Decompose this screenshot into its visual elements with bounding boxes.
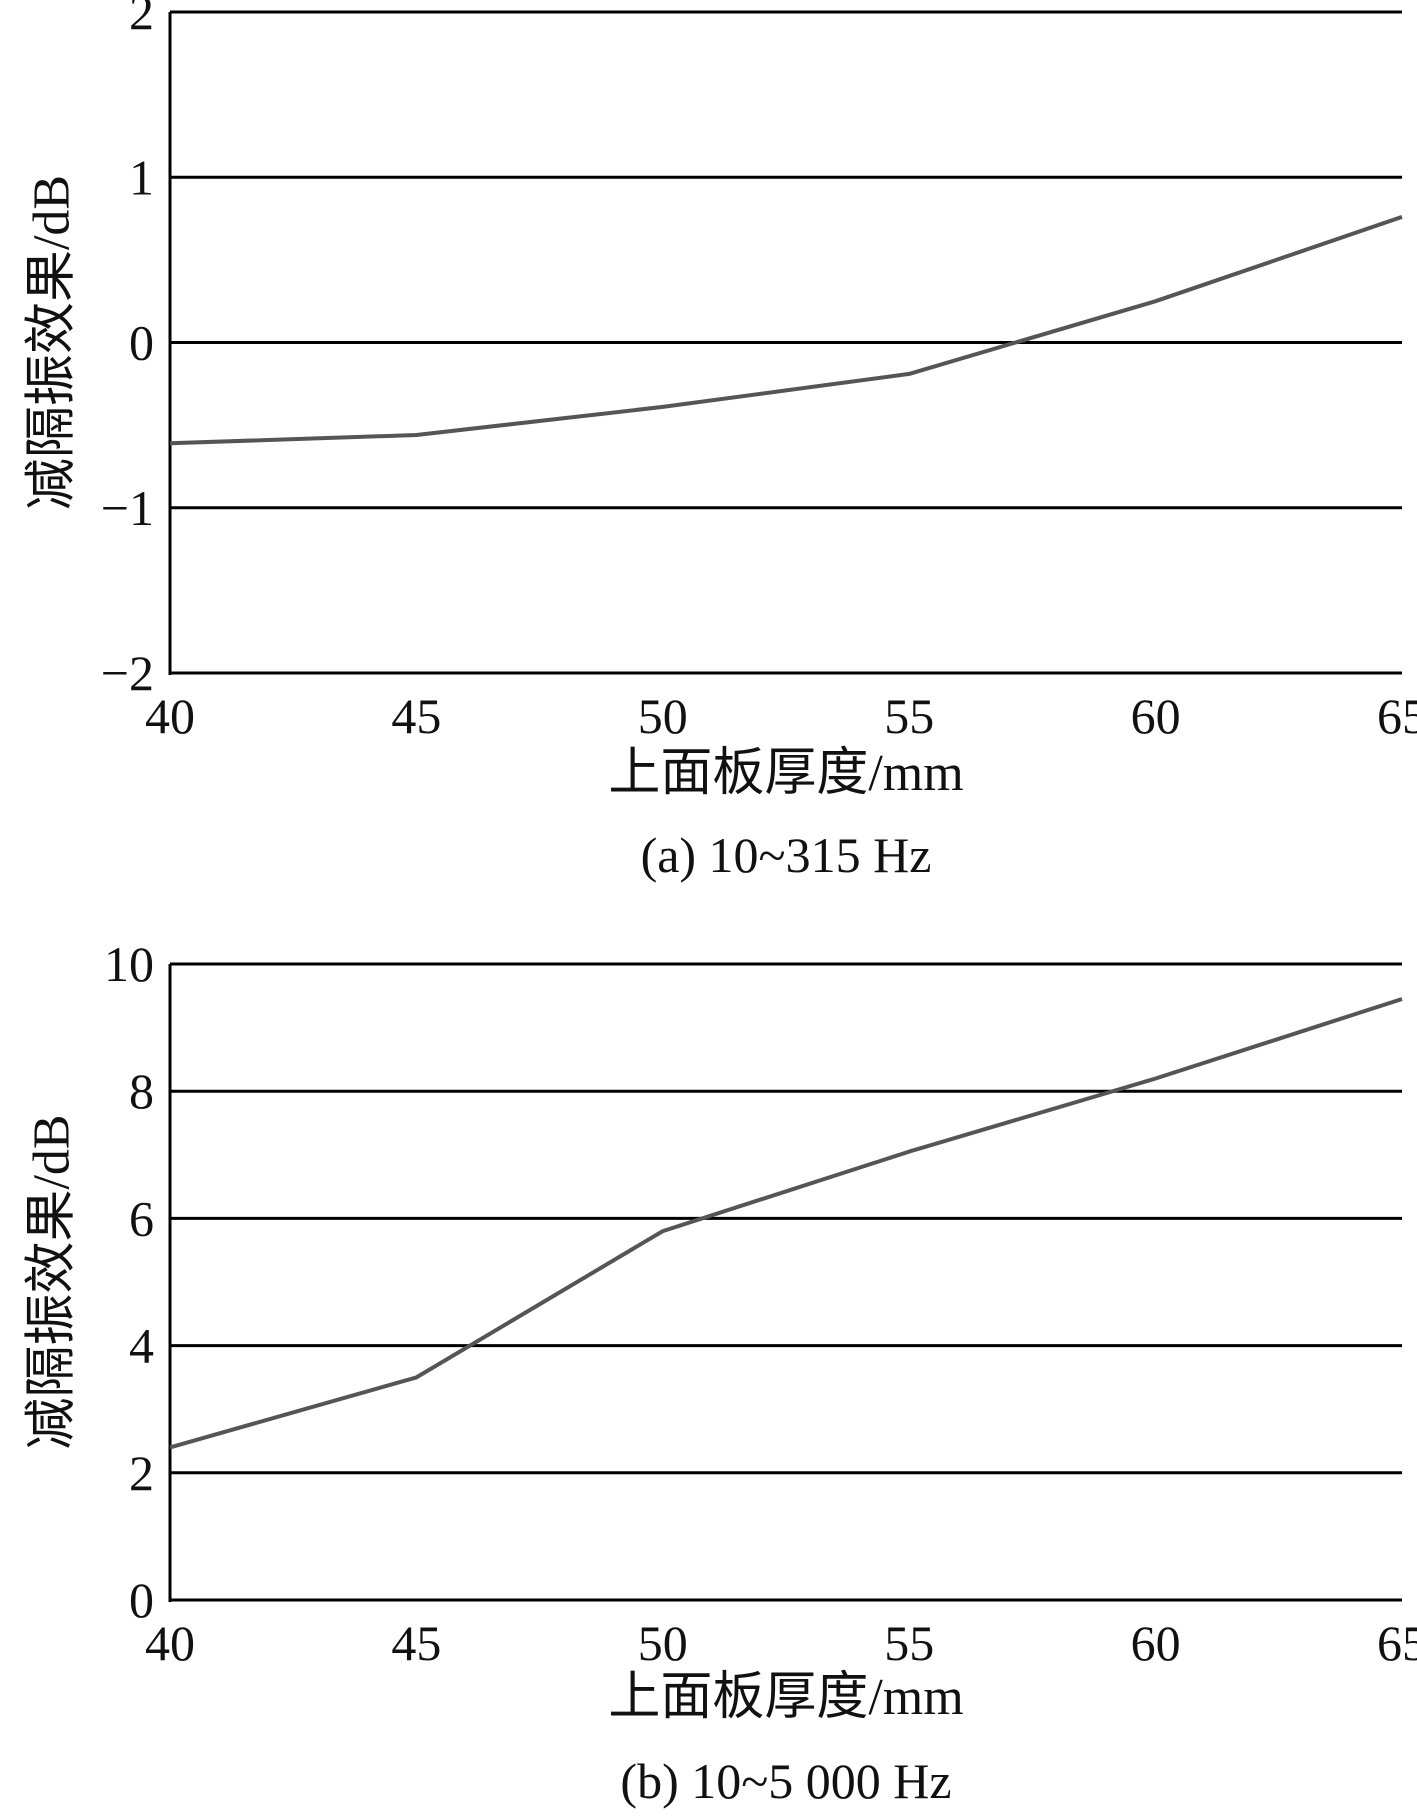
- x-tick-label: 55: [884, 1615, 934, 1671]
- series-line: [169, 215, 1403, 446]
- chart-panel-b: 0 2 4 6 8 10 40 45 50 55 60 65 减隔振效果/dB 上面板厚度/mm (b) 1…: [24, 936, 1417, 1809]
- y-tick-label: −1: [101, 480, 154, 536]
- x-tick-label: 45: [391, 1615, 441, 1671]
- series-line: [169, 997, 1403, 1450]
- x-tick-label: 65: [1377, 688, 1417, 744]
- x-tick-label: 60: [1131, 1615, 1181, 1671]
- y-tick-label: −2: [101, 645, 154, 701]
- y-axis-title: 减隔振效果/dB: [24, 175, 81, 510]
- y-axis-title: 减隔振效果/dB: [24, 1114, 81, 1449]
- figure-caption: (a) 10~315 Hz: [641, 827, 932, 883]
- y-tick-label: 0: [129, 315, 154, 371]
- y-tick-label: 4: [129, 1318, 154, 1374]
- y-tick-label: 10: [104, 936, 154, 992]
- x-axis-title: 上面板厚度/mm: [608, 1669, 963, 1726]
- x-tick-label: 45: [391, 688, 441, 744]
- x-tick-label: 40: [145, 688, 195, 744]
- y-tick-label: 0: [129, 1572, 154, 1628]
- x-tick-label: 50: [638, 1615, 688, 1671]
- x-tick-label: 60: [1131, 688, 1181, 744]
- y-tick-label: 6: [129, 1190, 154, 1246]
- y-tick-label: 1: [129, 149, 154, 205]
- x-tick-label: 65: [1377, 1615, 1417, 1671]
- x-tick-label: 50: [638, 688, 688, 744]
- y-tick-label: 2: [129, 1445, 154, 1501]
- x-tick-label: 40: [145, 1615, 195, 1671]
- chart-panel-a: −2 −1 0 1 2 40 45 50 55 60 65 减隔振效果/dB 上面板厚度/mm (a) 1…: [24, 0, 1417, 883]
- x-tick-label: 55: [884, 688, 934, 744]
- x-axis-title: 上面板厚度/mm: [608, 745, 963, 802]
- y-tick-label: 8: [129, 1063, 154, 1119]
- y-tick-label: 2: [129, 0, 154, 40]
- figure-caption: (b) 10~5 000 Hz: [620, 1753, 951, 1809]
